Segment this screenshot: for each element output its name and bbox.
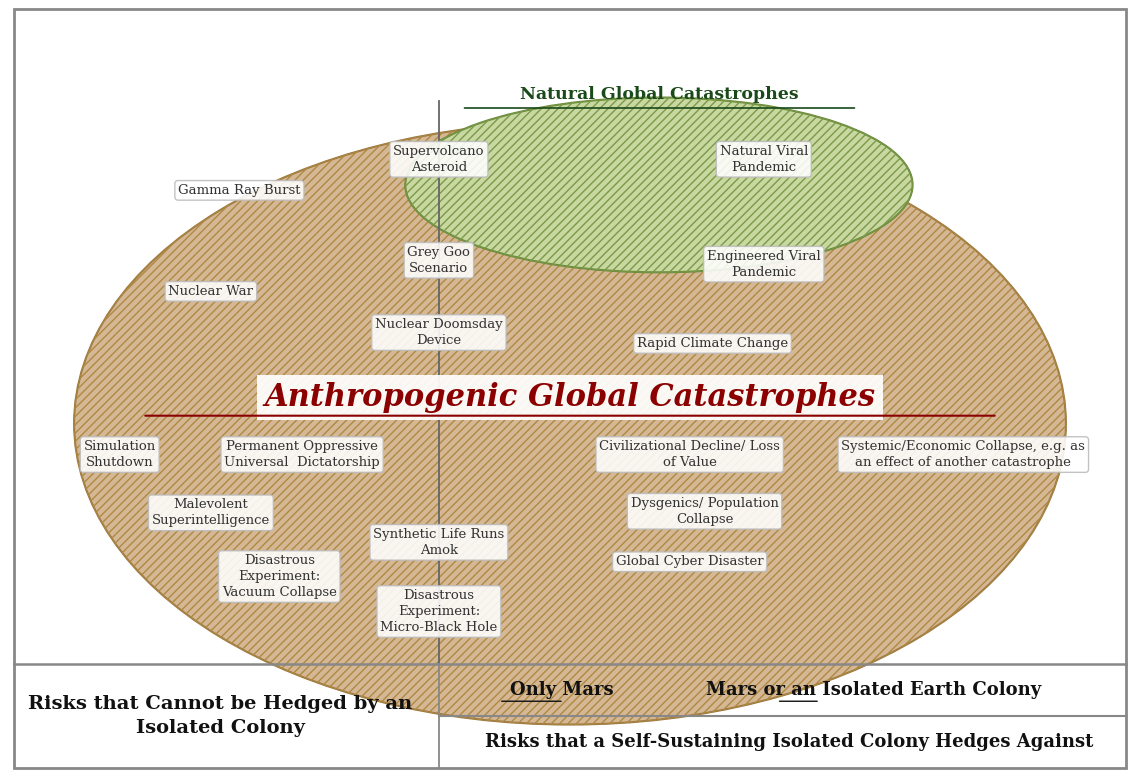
- Text: Mars or an Isolated Earth Colony: Mars or an Isolated Earth Colony: [706, 681, 1041, 699]
- Text: Gamma Ray Burst: Gamma Ray Burst: [178, 184, 301, 197]
- Text: Simulation
Shutdown: Simulation Shutdown: [83, 440, 156, 469]
- Text: Disastrous
Experiment:
Vacuum Collapse: Disastrous Experiment: Vacuum Collapse: [222, 554, 336, 599]
- Text: Civilizational Decline/ Loss
of Value: Civilizational Decline/ Loss of Value: [600, 440, 780, 469]
- Text: Only Mars: Only Mars: [510, 681, 613, 699]
- Text: Natural Viral
Pandemic: Natural Viral Pandemic: [719, 145, 808, 174]
- Text: Engineered Viral
Pandemic: Engineered Viral Pandemic: [707, 249, 821, 279]
- Text: Synthetic Life Runs
Amok: Synthetic Life Runs Amok: [373, 528, 505, 557]
- Text: Dysgenics/ Population
Collapse: Dysgenics/ Population Collapse: [630, 497, 779, 526]
- Text: Risks that a Self-Sustaining Isolated Colony Hedges Against: Risks that a Self-Sustaining Isolated Co…: [486, 733, 1093, 751]
- Text: Nuclear War: Nuclear War: [169, 285, 253, 298]
- Text: Permanent Oppressive
Universal  Dictatorship: Permanent Oppressive Universal Dictators…: [225, 440, 380, 469]
- Text: Nuclear Doomsday
Device: Nuclear Doomsday Device: [375, 318, 503, 347]
- Text: Rapid Climate Change: Rapid Climate Change: [637, 337, 788, 350]
- FancyBboxPatch shape: [14, 9, 1126, 768]
- Ellipse shape: [406, 98, 912, 273]
- Text: Global Cyber Disaster: Global Cyber Disaster: [616, 556, 764, 568]
- Ellipse shape: [74, 122, 1066, 724]
- Text: Risks that Cannot be Hedged by an
Isolated Colony: Risks that Cannot be Hedged by an Isolat…: [27, 695, 413, 737]
- Text: Anthropogenic Global Catastrophes: Anthropogenic Global Catastrophes: [264, 382, 876, 413]
- Text: Supervolcano
Asteroid: Supervolcano Asteroid: [393, 145, 484, 174]
- Text: Systemic/Economic Collapse, e.g. as
an effect of another catastrophe: Systemic/Economic Collapse, e.g. as an e…: [841, 440, 1085, 469]
- Text: Grey Goo
Scenario: Grey Goo Scenario: [407, 246, 471, 275]
- Text: Disastrous
Experiment:
Micro-Black Hole: Disastrous Experiment: Micro-Black Hole: [381, 589, 497, 634]
- Text: Malevolent
Superintelligence: Malevolent Superintelligence: [152, 498, 270, 528]
- Text: Natural Global Catastrophes: Natural Global Catastrophes: [520, 86, 798, 103]
